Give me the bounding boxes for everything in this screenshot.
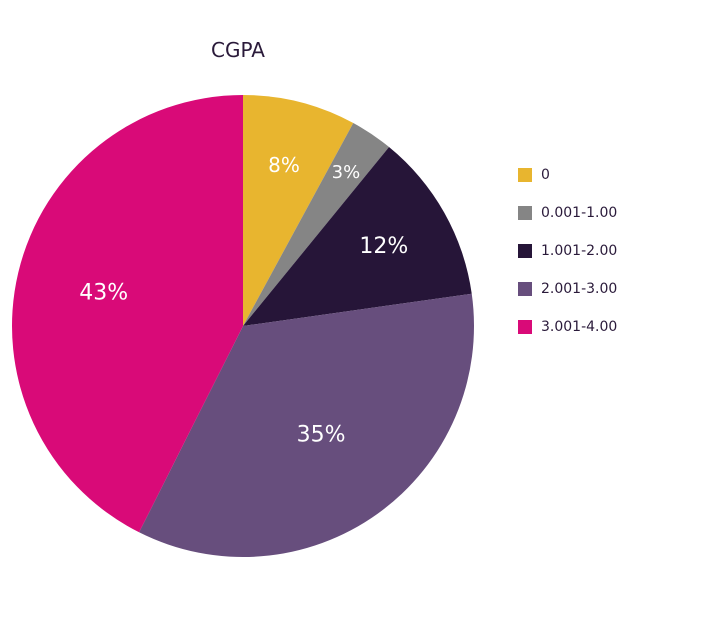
legend: 0 0.001-1.00 1.001-2.00 2.001-3.00 3.001-4.0…	[518, 167, 617, 335]
chart-title: CGPA	[211, 38, 265, 62]
legend-label-2: 0.001-1.00	[541, 205, 617, 221]
legend-label-1: 0	[541, 167, 550, 183]
legend-label-4: 2.001-3.00	[541, 281, 617, 297]
slice-label-5: 43%	[79, 280, 128, 305]
pie-slice-4	[139, 293, 475, 557]
pie-slice-2	[243, 123, 390, 327]
legend-swatch-2	[518, 206, 532, 220]
slice-label-2: 3%	[332, 162, 361, 183]
pie-slice-5	[11, 94, 244, 533]
slice-label-3: 12%	[359, 234, 408, 259]
pie-slice-3	[243, 147, 472, 326]
slice-label-4: 35%	[297, 422, 346, 447]
legend-label-5: 3.001-4.00	[541, 319, 617, 335]
legend-swatch-1	[518, 168, 532, 182]
pie-slice-1	[243, 95, 354, 326]
legend-swatch-4	[518, 282, 532, 296]
legend-label-3: 1.001-2.00	[541, 243, 617, 259]
slice-label-1: 8%	[268, 153, 300, 177]
legend-swatch-5	[518, 320, 532, 334]
legend-swatch-3	[518, 244, 532, 258]
pie-slices	[11, 94, 475, 557]
pie-slice-labels: 8% 3% 12% 35% 43%	[79, 153, 408, 448]
